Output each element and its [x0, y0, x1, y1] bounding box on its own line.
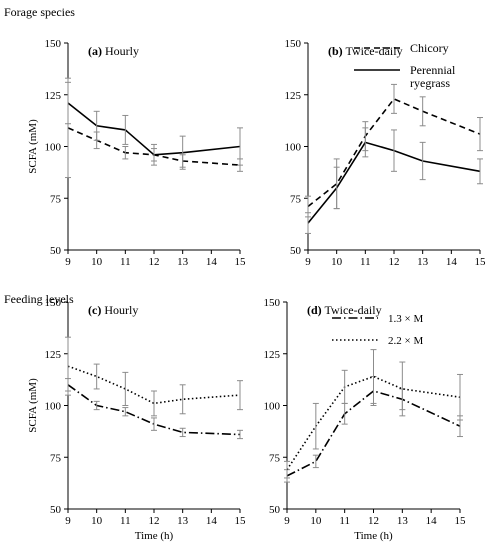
section-title-forage: Forage species [4, 5, 75, 19]
series-line [307, 141, 481, 224]
x-tick-label: 14 [446, 256, 458, 268]
section-title-feeding: Feeding levels [4, 292, 74, 306]
series-solid [65, 81, 243, 170]
y-tick-label: 50 [269, 504, 281, 516]
y-tick-label: 150 [264, 297, 281, 309]
series-line [67, 127, 241, 166]
panel-title: (b) Twice-daily [328, 44, 403, 58]
x-tick-label: 13 [177, 256, 189, 268]
panel-title-text: Hourly [101, 303, 138, 317]
y-tick-label: 75 [269, 452, 281, 464]
series-line [307, 97, 481, 208]
y-tick-label: 100 [285, 142, 302, 154]
series-dotted [284, 349, 463, 479]
panel-title-text: Twice-daily [343, 44, 403, 58]
legend-label: Perennial [410, 63, 456, 77]
x-tick-label: 9 [65, 256, 71, 268]
y-tick-label: 100 [45, 401, 62, 413]
y-tick-label: 100 [264, 401, 281, 413]
series-line [67, 365, 241, 405]
y-tick-label: 150 [45, 38, 62, 50]
x-tick-label: 13 [417, 256, 429, 268]
panel-title: (c) Hourly [88, 303, 138, 317]
y-tick-label: 125 [45, 90, 62, 102]
x-tick-label: 13 [397, 515, 409, 527]
legend-label: 1.3 × M [388, 313, 423, 325]
series-line [286, 375, 461, 471]
x-tick-label: 9 [65, 515, 71, 527]
series-line [286, 390, 461, 477]
y-tick-label: 75 [290, 193, 302, 205]
y-tick-label: 125 [45, 349, 62, 361]
x-tick-label: 14 [206, 515, 218, 527]
x-tick-label: 12 [389, 256, 400, 268]
panel-letter: (d) [307, 303, 322, 317]
panel-title: (d) Twice-daily [307, 303, 382, 317]
x-axis-label: Time (h) [135, 530, 174, 542]
x-tick-label: 9 [284, 515, 290, 527]
x-tick-label: 15 [475, 256, 487, 268]
x-tick-label: 15 [235, 256, 247, 268]
x-tick-label: 10 [91, 515, 103, 527]
panel-letter: (a) [88, 44, 102, 58]
panel-title-text: Twice-daily [322, 303, 382, 317]
x-tick-label: 11 [339, 515, 350, 527]
x-tick-label: 15 [455, 515, 467, 527]
legend: 1.3 × M 2.2 × M [332, 313, 423, 347]
chart-panel-0: 50 75 100 125 150 9 10 11 12 13 14 15 (a) Hourly SCFA… [27, 38, 246, 268]
y-tick-label: 75 [50, 193, 62, 205]
legend-label: 2.2 × M [388, 335, 423, 347]
series-dotted [65, 336, 243, 417]
x-tick-label: 10 [91, 256, 103, 268]
x-axis-label: Time (h) [354, 530, 393, 542]
y-tick-label: 75 [50, 452, 62, 464]
x-tick-label: 9 [305, 256, 311, 268]
x-tick-label: 11 [120, 515, 131, 527]
panel-letter: (b) [328, 44, 343, 58]
panel-title-text: Hourly [102, 44, 139, 58]
x-tick-label: 14 [206, 256, 218, 268]
legend-label: Chicory [410, 41, 449, 55]
y-axis-label: SCFA (mM) [27, 378, 39, 433]
x-tick-label: 10 [310, 515, 322, 527]
y-tick-label: 150 [285, 38, 302, 50]
y-tick-label: 50 [50, 504, 62, 516]
y-tick-label: 50 [290, 245, 302, 257]
chart-panel-1: 50 75 100 125 150 9 10 11 12 13 14 15 (b) Twice-dail… [285, 38, 487, 268]
chart-panel-2: 50 75 100 125 150 9 10 11 12 13 14 15 (c) Hourly SCFA… [27, 297, 246, 542]
series-solid [305, 127, 483, 234]
y-tick-label: 150 [45, 297, 62, 309]
x-tick-label: 12 [149, 256, 160, 268]
x-tick-label: 13 [177, 515, 189, 527]
x-tick-label: 12 [149, 515, 160, 527]
y-axis-label: SCFA (mM) [27, 119, 39, 174]
panel-letter: (c) [88, 303, 101, 317]
series-line [67, 384, 241, 436]
series-line [67, 102, 241, 156]
x-tick-label: 15 [235, 515, 247, 527]
x-tick-label: 11 [360, 256, 371, 268]
y-tick-label: 100 [45, 142, 62, 154]
x-tick-label: 14 [426, 515, 438, 527]
panel-title: (a) Hourly [88, 44, 139, 58]
x-tick-label: 10 [331, 256, 343, 268]
x-tick-label: 11 [120, 256, 131, 268]
x-tick-label: 12 [368, 515, 379, 527]
y-tick-label: 50 [50, 245, 62, 257]
y-tick-label: 125 [285, 90, 302, 102]
legend-label: ryegrass [410, 76, 450, 90]
y-tick-label: 125 [264, 349, 281, 361]
chart-panel-3: 50 75 100 125 150 9 10 11 12 13 14 15 (d) Twice-dail… [264, 297, 467, 542]
